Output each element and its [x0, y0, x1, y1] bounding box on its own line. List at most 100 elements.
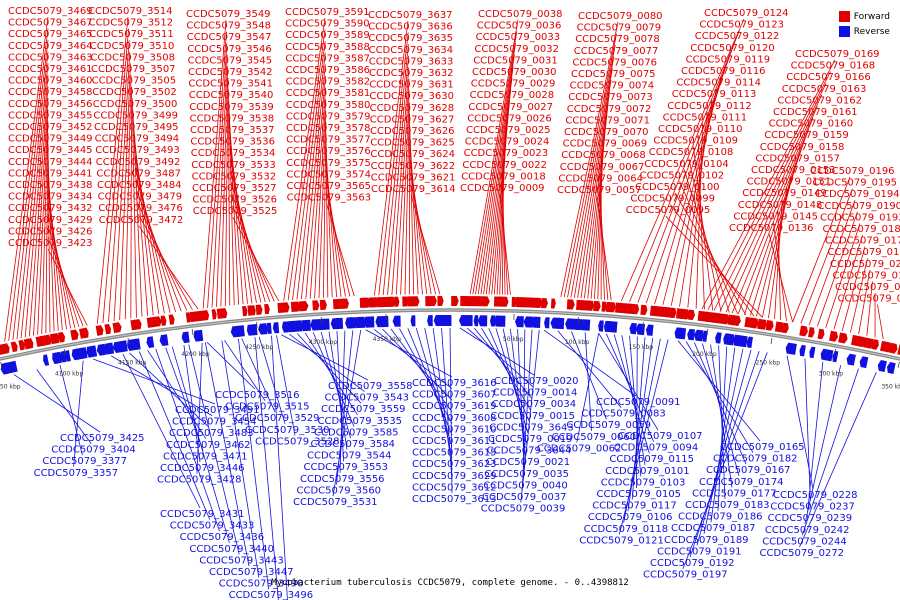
leader-line: [696, 349, 752, 546]
gene-label: CCDC5079_0169: [795, 49, 880, 60]
gene-label: CCDC5079_3548: [186, 21, 271, 32]
leader-line: [703, 348, 744, 534]
leader-line: [620, 18, 745, 302]
gene-reverse: [304, 319, 311, 331]
gene-label: CCDC5079_3440: [189, 544, 274, 555]
gene-label: CCDC5079_0161: [773, 107, 858, 118]
leader-line: [466, 327, 534, 387]
scale-tick-label: 4200 kbp: [181, 351, 209, 358]
gene-reverse: [496, 315, 506, 327]
scale-tick: [127, 337, 130, 344]
gene-forward: [722, 313, 730, 325]
gene-label: CCDC5079_3538: [190, 113, 275, 124]
gene-forward: [1, 343, 10, 355]
gene-label: CCDC5079_3446: [160, 463, 245, 474]
gene-reverse: [355, 316, 366, 329]
gene-forward: [610, 302, 616, 313]
gene-forward: [631, 303, 640, 315]
gene-label: CCDC5079_3429: [8, 215, 93, 226]
gene-forward: [112, 322, 122, 334]
leader-line: [584, 332, 592, 431]
leader-line: [472, 31, 518, 295]
scale-tick-label: 4050 kbp: [0, 383, 21, 390]
gene-label: CCDC5079_3623: [412, 459, 497, 470]
gene-label: CCDC5079_3465: [8, 29, 93, 40]
leader-line: [59, 364, 83, 456]
leader-line: [477, 54, 515, 295]
leader-line: [597, 149, 603, 300]
gene-forward: [402, 296, 409, 307]
leader-line: [12, 40, 49, 340]
gene-forward: [829, 330, 838, 342]
gene-label: CCDC5079_3452: [8, 122, 93, 133]
leader-line: [326, 191, 351, 297]
gene-reverse: [433, 315, 443, 327]
gene-label: CCDC5079_0120: [690, 43, 775, 54]
gene-label: CCDC5079_0073: [568, 92, 653, 103]
gene-label: CCDC5079_0102: [640, 170, 725, 181]
gene-label: CCDC5079_3377: [42, 456, 127, 467]
leader-line: [292, 41, 326, 300]
gene-reverse: [134, 338, 141, 350]
gene-reverse: [565, 318, 574, 330]
leader-line: [629, 30, 740, 302]
gene-label: CCDC5079_0059: [566, 420, 651, 431]
gene-label: CCDC5079_0166: [786, 72, 871, 83]
leader-line: [326, 180, 346, 297]
leader-line: [155, 348, 220, 532]
gene-forward: [18, 339, 26, 351]
gene-forward: [734, 315, 741, 326]
gene-forward: [680, 308, 691, 320]
scale-tick-label: 300 kbp: [819, 371, 844, 378]
gene-label: CCDC5079_3627: [370, 114, 455, 125]
gene-label: CCDC5079_3464: [8, 41, 93, 52]
leader-line: [113, 51, 131, 321]
gene-forward: [0, 344, 4, 355]
gene-label: CCDC5079_0117: [592, 501, 677, 512]
leader-line: [717, 346, 728, 511]
gene-forward: [70, 329, 79, 341]
gene-label: CCDC5079_3443: [199, 555, 284, 566]
gene-reverse: [531, 316, 541, 328]
gene-label: CCDC5079_0185: [833, 270, 900, 281]
gene-label: CCDC5079_3533: [191, 160, 276, 171]
gene-label: CCDC5079_3626: [370, 126, 455, 137]
scale-tick: [63, 348, 66, 355]
gene-forward: [363, 297, 371, 308]
gene-forward: [185, 312, 192, 323]
gene-forward: [671, 307, 677, 319]
gene-forward: [53, 333, 60, 344]
gene-label: CCDC5079_3622: [371, 161, 456, 172]
leader-line: [224, 77, 229, 307]
leader-line: [499, 147, 506, 295]
gene-reverse: [266, 322, 272, 334]
gene-label: CCDC5079_0149: [742, 188, 827, 199]
gene-forward: [480, 296, 490, 307]
gene-label: CCDC5079_0272: [760, 548, 845, 559]
leader-line: [480, 66, 514, 295]
gene-label: CCDC5079_3492: [96, 157, 181, 168]
gene-reverse: [790, 343, 797, 355]
legend-reverse: Reverse: [838, 24, 890, 39]
gene-reverse: [746, 336, 753, 349]
leader-line: [382, 44, 409, 296]
legend-reverse-swatch: [838, 26, 850, 37]
gene-labels: CCDC5079_3469CCDC5079_3467CCDC5079_3465C…: [8, 6, 900, 600]
gene-label: CCDC5079_3628: [370, 103, 455, 114]
gene-label: CCDC5079_0083: [581, 409, 666, 420]
gene-reverse: [250, 323, 258, 336]
gene-label: CCDC5079_0221: [838, 294, 900, 305]
gene-label: CCDC5079_3624: [370, 149, 455, 160]
gene-label: CCDC5079_3587: [285, 53, 370, 64]
leader-line: [322, 122, 327, 298]
gene-label: CCDC5079_3447: [209, 567, 294, 578]
gene-label: CCDC5079_3423: [8, 238, 93, 249]
gene-label: CCDC5079_3637: [368, 10, 453, 21]
gene-reverse: [281, 321, 289, 333]
gene-forward: [220, 308, 228, 319]
gene-label: CCDC5079_3556: [300, 474, 385, 485]
gene-forward: [282, 302, 290, 313]
leader-line: [410, 171, 432, 295]
gene-label: CCDC5079_0159: [764, 130, 849, 141]
gene-label: CCDC5079_3537: [190, 125, 275, 136]
